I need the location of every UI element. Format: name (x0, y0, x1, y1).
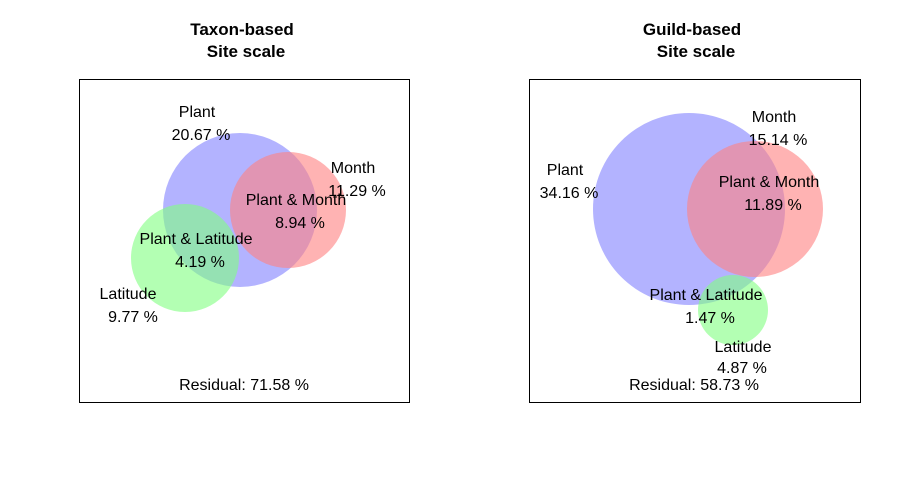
panel-title-line1: Taxon-based (190, 20, 294, 39)
plant-month-value: 11.89 % (744, 197, 802, 214)
plant-month-label: Plant & Month (719, 174, 820, 191)
plant-label: Plant (547, 162, 584, 179)
plant-month-value: 8.94 % (275, 215, 325, 232)
latitude-label: Latitude (100, 286, 157, 303)
latitude-label: Latitude (715, 339, 772, 356)
residual-label: Residual: 71.58 % (179, 377, 309, 394)
panel-taxon-based: Taxon-based Site scale Plant 20.67 % Mon… (79, 20, 410, 403)
plant-label: Plant (179, 104, 216, 121)
panel-frame (529, 79, 861, 403)
month-value: 15.14 % (749, 132, 808, 149)
residual-label: Residual: 58.73 % (629, 377, 759, 394)
latitude-value: 4.87 % (717, 360, 767, 377)
panel-title-line2: Site scale (657, 42, 735, 61)
panel-title-line2: Site scale (207, 42, 285, 61)
panel-title-line1: Guild-based (643, 20, 741, 39)
latitude-circle (131, 204, 239, 312)
plant-latitude-value: 1.47 % (685, 310, 735, 327)
panel-frame (79, 79, 410, 403)
panel-guild-based: Guild-based Site scale Plant 34.16 % Mon… (529, 20, 861, 403)
month-circle (230, 152, 346, 268)
month-label: Month (331, 160, 375, 177)
plant-latitude-label: Plant & Latitude (650, 287, 763, 304)
plant-month-label: Plant & Month (246, 192, 347, 209)
month-circle (687, 141, 823, 277)
plant-latitude-label: Plant & Latitude (140, 231, 253, 248)
latitude-circle (698, 275, 768, 345)
month-value: 11.29 % (328, 183, 386, 200)
plant-value: 34.16 % (540, 185, 599, 202)
latitude-value: 9.77 % (108, 309, 158, 326)
plant-value: 20.67 % (172, 127, 231, 144)
plant-latitude-value: 4.19 % (175, 254, 225, 271)
month-label: Month (752, 109, 796, 126)
